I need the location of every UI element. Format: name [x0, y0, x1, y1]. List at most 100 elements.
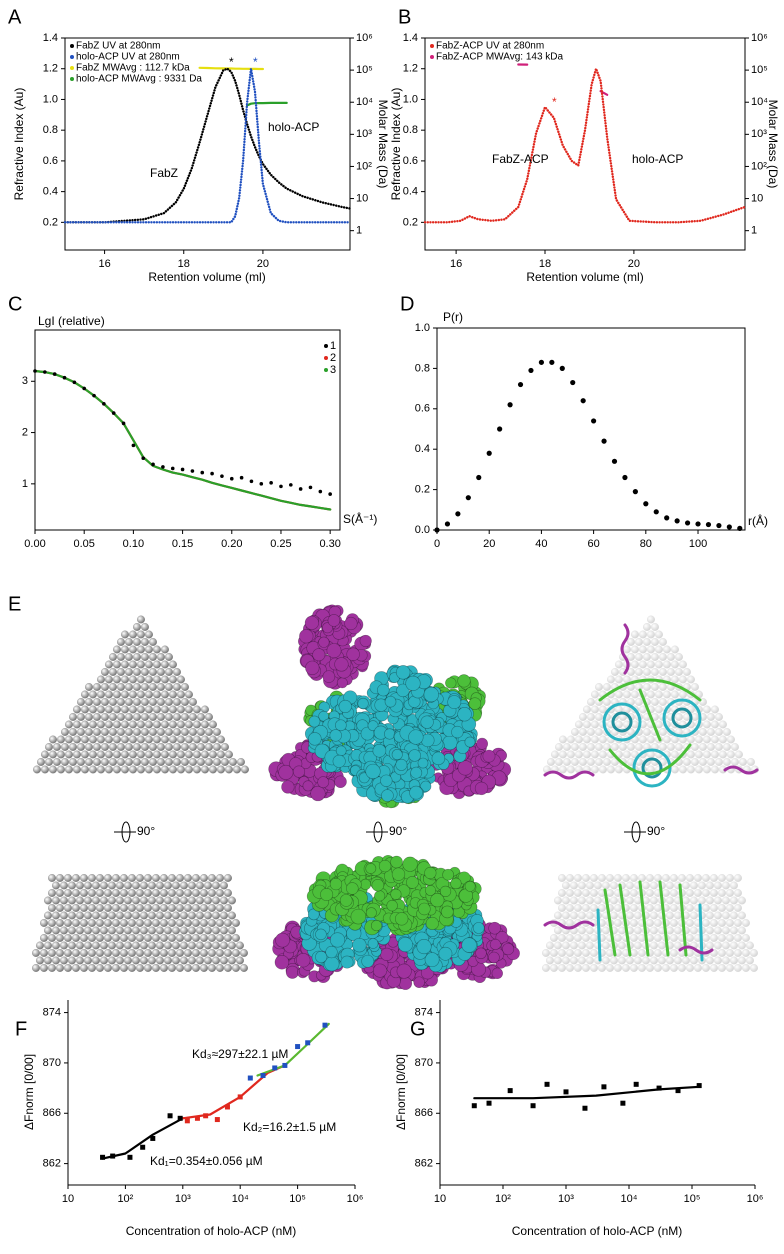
bead: [670, 949, 678, 957]
bead: [177, 736, 185, 744]
bead: [643, 653, 651, 661]
bead: [172, 942, 180, 950]
bead: [161, 736, 169, 744]
bead: [53, 743, 61, 751]
y-tick-label: 1.0: [415, 322, 430, 334]
data-point: [215, 1117, 220, 1122]
rotation-label: 90°: [137, 824, 155, 838]
bead: [125, 758, 133, 766]
panel-label: D: [400, 293, 414, 315]
bead: [64, 874, 72, 882]
bead: [610, 897, 618, 905]
legend-label: FabZ UV at 280nm: [76, 41, 160, 52]
bead: [666, 882, 674, 890]
y-tick-label: 2: [22, 426, 28, 438]
bead: [60, 897, 68, 905]
bead: [80, 934, 88, 942]
bead: [595, 743, 603, 751]
data-point: [33, 369, 37, 373]
bead: [164, 897, 172, 905]
bead: [707, 743, 715, 751]
bead: [52, 897, 60, 905]
bead: [161, 661, 169, 669]
bead: [44, 927, 52, 935]
bead: [224, 949, 232, 957]
bead: [614, 919, 622, 927]
bead: [201, 766, 209, 774]
bead: [546, 942, 554, 950]
bead: [168, 889, 176, 897]
bead: [92, 882, 100, 890]
atom: [381, 948, 394, 961]
bead: [718, 874, 726, 882]
bead: [200, 949, 208, 957]
data-point: [230, 477, 234, 481]
bead: [582, 934, 590, 942]
bead: [72, 889, 80, 897]
bead: [726, 889, 734, 897]
bead: [57, 736, 65, 744]
bead: [108, 957, 116, 965]
bead: [125, 638, 133, 646]
bead: [699, 758, 707, 766]
bead: [555, 758, 563, 766]
bead: [85, 743, 93, 751]
bead: [212, 957, 220, 965]
data-point: [622, 475, 627, 480]
bead: [116, 957, 124, 965]
legend-marker: [430, 55, 434, 59]
data-point: [455, 511, 460, 516]
bead: [638, 949, 646, 957]
annotation: Kd₃≈297±22.1 µM: [192, 1047, 288, 1061]
bead: [574, 964, 582, 972]
data-point: [100, 1155, 105, 1160]
bead: [180, 927, 188, 935]
bead: [61, 728, 69, 736]
data-point: [168, 1113, 173, 1118]
bead: [706, 882, 714, 890]
atom: [330, 878, 342, 890]
legend-label: FabZ-ACP MWAvg: 143 kDa: [436, 52, 564, 63]
bead: [145, 691, 153, 699]
bead: [165, 683, 173, 691]
bead-model: [542, 874, 758, 972]
data-point: [122, 422, 126, 426]
bead: [667, 653, 675, 661]
data-point: [487, 451, 492, 456]
bead: [646, 964, 654, 972]
bead: [212, 897, 220, 905]
bead: [60, 927, 68, 935]
bead: [124, 927, 132, 935]
bead: [658, 942, 666, 950]
bead: [108, 927, 116, 935]
bead: [663, 736, 671, 744]
bead: [647, 661, 655, 669]
bead: [165, 728, 173, 736]
bead: [33, 766, 41, 774]
bead: [172, 897, 180, 905]
y-tick-label: 0.4: [43, 186, 58, 198]
bead: [670, 889, 678, 897]
bead: [735, 751, 743, 759]
bead: [236, 942, 244, 950]
atom: [406, 676, 421, 691]
bead: [141, 638, 149, 646]
bead: [92, 897, 100, 905]
atom-cluster: [350, 744, 435, 803]
annotation: *: [253, 55, 258, 69]
bead: [97, 691, 105, 699]
bead: [128, 949, 136, 957]
bead: [643, 683, 651, 691]
bead: [104, 889, 112, 897]
bead: [188, 927, 196, 935]
bead: [566, 889, 574, 897]
bead: [52, 912, 60, 920]
bead: [718, 904, 726, 912]
bead: [141, 743, 149, 751]
bead: [594, 897, 602, 905]
bead: [650, 942, 658, 950]
bead: [152, 919, 160, 927]
bead: [607, 676, 615, 684]
data-point: [531, 1103, 536, 1108]
y-tick-label: 1.4: [43, 32, 58, 44]
